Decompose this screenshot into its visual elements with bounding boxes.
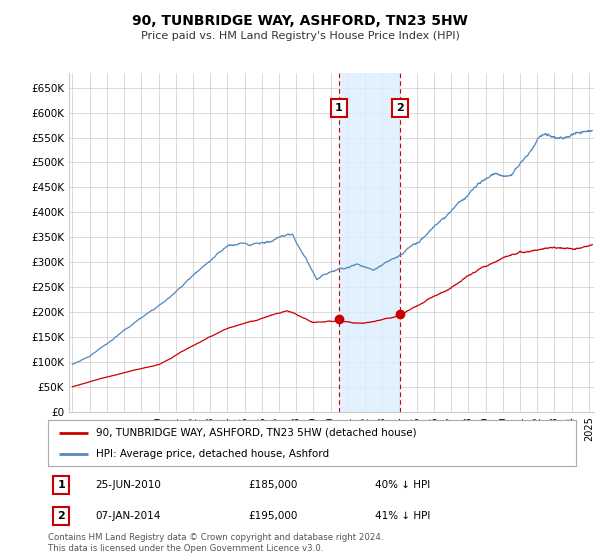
Text: 25-JUN-2010: 25-JUN-2010 [95, 480, 161, 490]
Text: 1: 1 [335, 102, 343, 113]
Bar [339, 73, 400, 412]
Text: 41% ↓ HPI: 41% ↓ HPI [376, 511, 431, 521]
Text: 07-JAN-2014: 07-JAN-2014 [95, 511, 161, 521]
Text: Contains HM Land Registry data © Crown copyright and database right 2024.
This d: Contains HM Land Registry data © Crown c… [48, 533, 383, 553]
Text: 40% ↓ HPI: 40% ↓ HPI [376, 480, 431, 490]
Text: 90, TUNBRIDGE WAY, ASHFORD, TN23 5HW: 90, TUNBRIDGE WAY, ASHFORD, TN23 5HW [132, 14, 468, 28]
Text: £185,000: £185,000 [248, 480, 298, 490]
Text: 2: 2 [58, 511, 65, 521]
Text: 1: 1 [58, 480, 65, 490]
Text: 2: 2 [396, 102, 404, 113]
Text: 90, TUNBRIDGE WAY, ASHFORD, TN23 5HW (detached house): 90, TUNBRIDGE WAY, ASHFORD, TN23 5HW (de… [95, 428, 416, 438]
Text: Price paid vs. HM Land Registry's House Price Index (HPI): Price paid vs. HM Land Registry's House … [140, 31, 460, 41]
Text: £195,000: £195,000 [248, 511, 298, 521]
Text: HPI: Average price, detached house, Ashford: HPI: Average price, detached house, Ashf… [95, 450, 329, 459]
